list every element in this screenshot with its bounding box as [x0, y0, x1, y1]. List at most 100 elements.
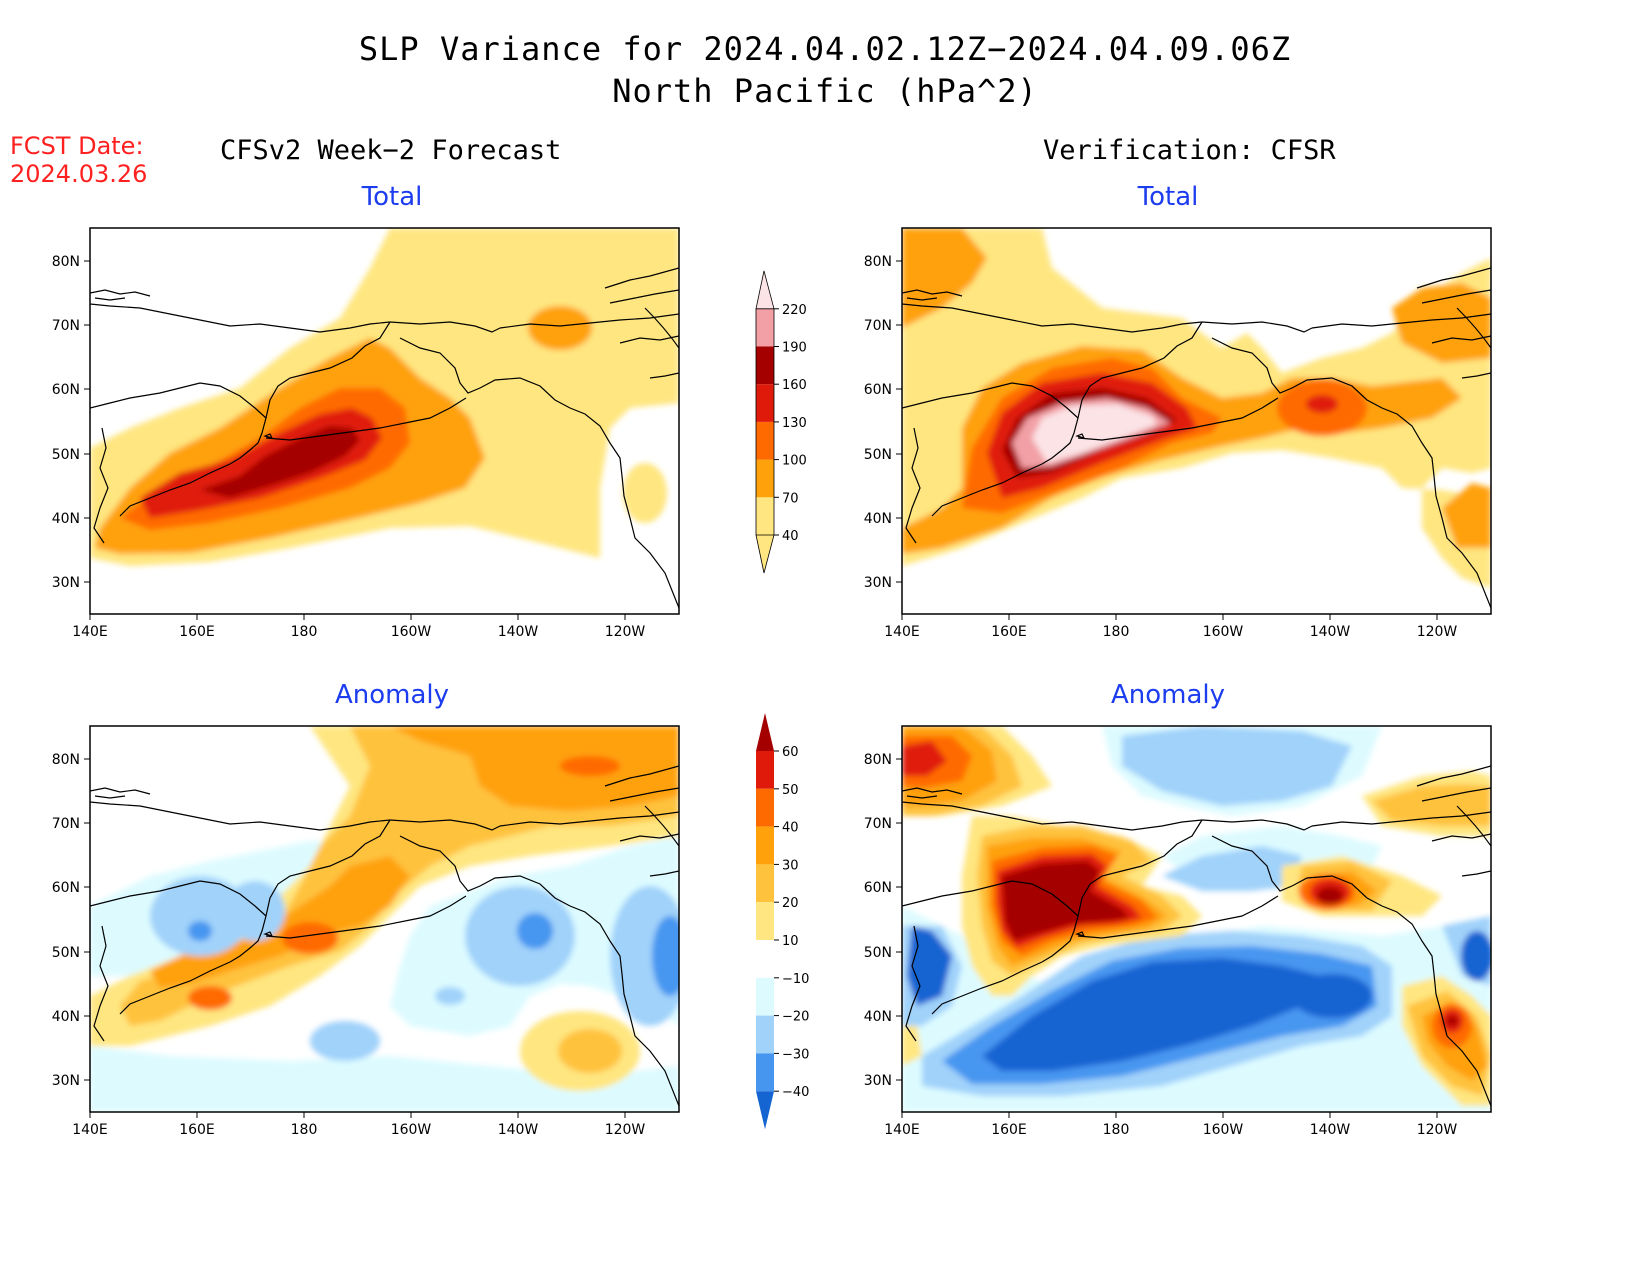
lon-tick-label: 160E [991, 624, 1027, 640]
lon-tick-label: 160W [1203, 1122, 1244, 1138]
lat-tick-label: 30N [52, 1073, 80, 1089]
lon-tick-label: 120W [1417, 624, 1458, 640]
lon-tick-label: 180 [291, 1122, 318, 1138]
lon-tick-label: 140E [884, 1122, 920, 1138]
colorbar-total: 40 70 100 130 160 190 220 [755, 270, 807, 574]
column-title-verification: Verification: CFSR [1043, 135, 1336, 166]
lat-tick-label: 40N [864, 1009, 892, 1025]
colorbar-anomaly-label: 40 [782, 821, 799, 836]
lat-tick-label: 70N [864, 318, 892, 334]
colorbar-anomaly-label: −10 [782, 972, 809, 987]
lat-tick-label: 50N [52, 945, 80, 961]
colorbar-anomaly-swatch [756, 788, 774, 827]
colorbar-total-label: 100 [782, 454, 807, 469]
lat-tick-label: 50N [864, 447, 892, 463]
lat-tick-label: 70N [52, 816, 80, 832]
colorbar-total-swatch [756, 421, 774, 460]
colorbar-total-label: 220 [782, 303, 807, 318]
colorbar-total-swatch [756, 497, 774, 535]
lon-tick-label: 140E [72, 624, 108, 640]
colorbar-anomaly-swatch [756, 751, 774, 789]
colorbar-anomaly-swatch [756, 826, 774, 865]
lat-tick-label: 40N [52, 511, 80, 527]
lat-tick-label: 30N [864, 1073, 892, 1089]
panel-title-verification-anomaly: Anomaly [1110, 680, 1226, 710]
fcst-date-value: 2024.03.26 [10, 160, 148, 188]
colorbar-anomaly-swatch [756, 977, 774, 1016]
colorbar-anomaly-swatch [756, 902, 774, 940]
lon-tick-label: 180 [1103, 624, 1130, 640]
colorbar-total-label: 40 [782, 529, 799, 544]
column-title-forecast: CFSv2 Week−2 Forecast [220, 135, 562, 166]
lon-tick-label: 120W [605, 624, 646, 640]
main-title: SLP Variance for 2024.04.02.12Z−2024.04.… [358, 30, 1292, 68]
lon-tick-label: 140W [498, 624, 539, 640]
colorbar-anomaly-label: 10 [782, 934, 799, 949]
colorbar-anomaly-label: 50 [782, 783, 799, 798]
colorbar-total-tip [755, 534, 775, 574]
panel-title-verification-total: Total [1137, 182, 1199, 212]
lat-tick-label: 60N [52, 880, 80, 896]
lon-tick-label: 120W [605, 1122, 646, 1138]
lat-tick-label: 80N [864, 254, 892, 270]
colorbar-total-label: 190 [782, 341, 807, 356]
lon-tick-label: 140W [1310, 1122, 1351, 1138]
fcst-date-block: FCST Date: 2024.03.26 [10, 132, 147, 188]
colorbar-anomaly-tip [756, 713, 774, 751]
lon-tick-label: 160E [179, 1122, 215, 1138]
lon-tick-label: 180 [291, 624, 318, 640]
lat-tick-label: 30N [864, 575, 892, 591]
lon-tick-label: 180 [1103, 1122, 1130, 1138]
panel-title-forecast-anomaly: Anomaly [334, 680, 450, 710]
lon-tick-label: 140W [1310, 624, 1351, 640]
colorbar-total-swatch [756, 308, 774, 347]
lon-tick-label: 160W [391, 1122, 432, 1138]
colorbar-anomaly-label: −20 [782, 1010, 809, 1025]
fcst-date-label: FCST Date: [10, 132, 144, 160]
colorbar-total-label: 160 [782, 378, 807, 393]
colorbar-total-tip [755, 270, 775, 310]
colorbar-anomaly-label: 60 [782, 745, 799, 760]
colorbar-anomaly-swatch [756, 1053, 774, 1092]
lat-tick-label: 50N [864, 945, 892, 961]
colorbar-anomaly-label: −40 [782, 1085, 809, 1100]
lon-tick-label: 160W [1203, 624, 1244, 640]
lat-tick-label: 40N [864, 511, 892, 527]
lon-tick-label: 140E [72, 1122, 108, 1138]
colorbar-anomaly-tip [756, 1091, 774, 1130]
lat-tick-label: 80N [52, 254, 80, 270]
lon-tick-label: 160W [391, 624, 432, 640]
colorbar-anomaly: 60 50 40 30 20 10 −10 −20 −30 −40 [756, 713, 809, 1130]
colorbar-total-swatch [756, 346, 774, 385]
map-forecast-total [89, 227, 680, 615]
lat-tick-label: 40N [52, 1009, 80, 1025]
lat-tick-label: 80N [52, 752, 80, 768]
lat-tick-label: 70N [52, 318, 80, 334]
lon-tick-label: 160E [179, 624, 215, 640]
lat-tick-label: 70N [864, 816, 892, 832]
lon-tick-label: 120W [1417, 1122, 1458, 1138]
colorbar-anomaly-label: 20 [782, 896, 799, 911]
axes-layer: 140E 160E 180 160W 140W 120W 80N 70N 60N 50N 40N 30… [52, 254, 1458, 1138]
colorbar-anomaly-swatch [756, 940, 774, 978]
lon-tick-label: 140W [498, 1122, 539, 1138]
colorbar-anomaly-label: 30 [782, 858, 799, 873]
lat-tick-label: 60N [864, 382, 892, 398]
main-subtitle: North Pacific (hPa^2) [612, 72, 1038, 110]
lon-tick-label: 160E [991, 1122, 1027, 1138]
colorbar-anomaly-label: −30 [782, 1047, 809, 1062]
colorbar-anomaly-swatch [756, 1015, 774, 1054]
panel-title-forecast-total: Total [361, 182, 423, 212]
colorbar-total-label: 70 [782, 491, 799, 506]
map-verification-anomaly [901, 725, 1492, 1113]
lat-tick-label: 30N [52, 575, 80, 591]
colorbar-total-label: 130 [782, 416, 807, 431]
map-forecast-anomaly [89, 725, 680, 1113]
colorbar-anomaly-swatch [756, 864, 774, 903]
lat-tick-label: 60N [864, 880, 892, 896]
lat-tick-label: 50N [52, 447, 80, 463]
lat-tick-label: 80N [864, 752, 892, 768]
colorbar-total-swatch [756, 459, 774, 498]
lat-tick-label: 60N [52, 382, 80, 398]
